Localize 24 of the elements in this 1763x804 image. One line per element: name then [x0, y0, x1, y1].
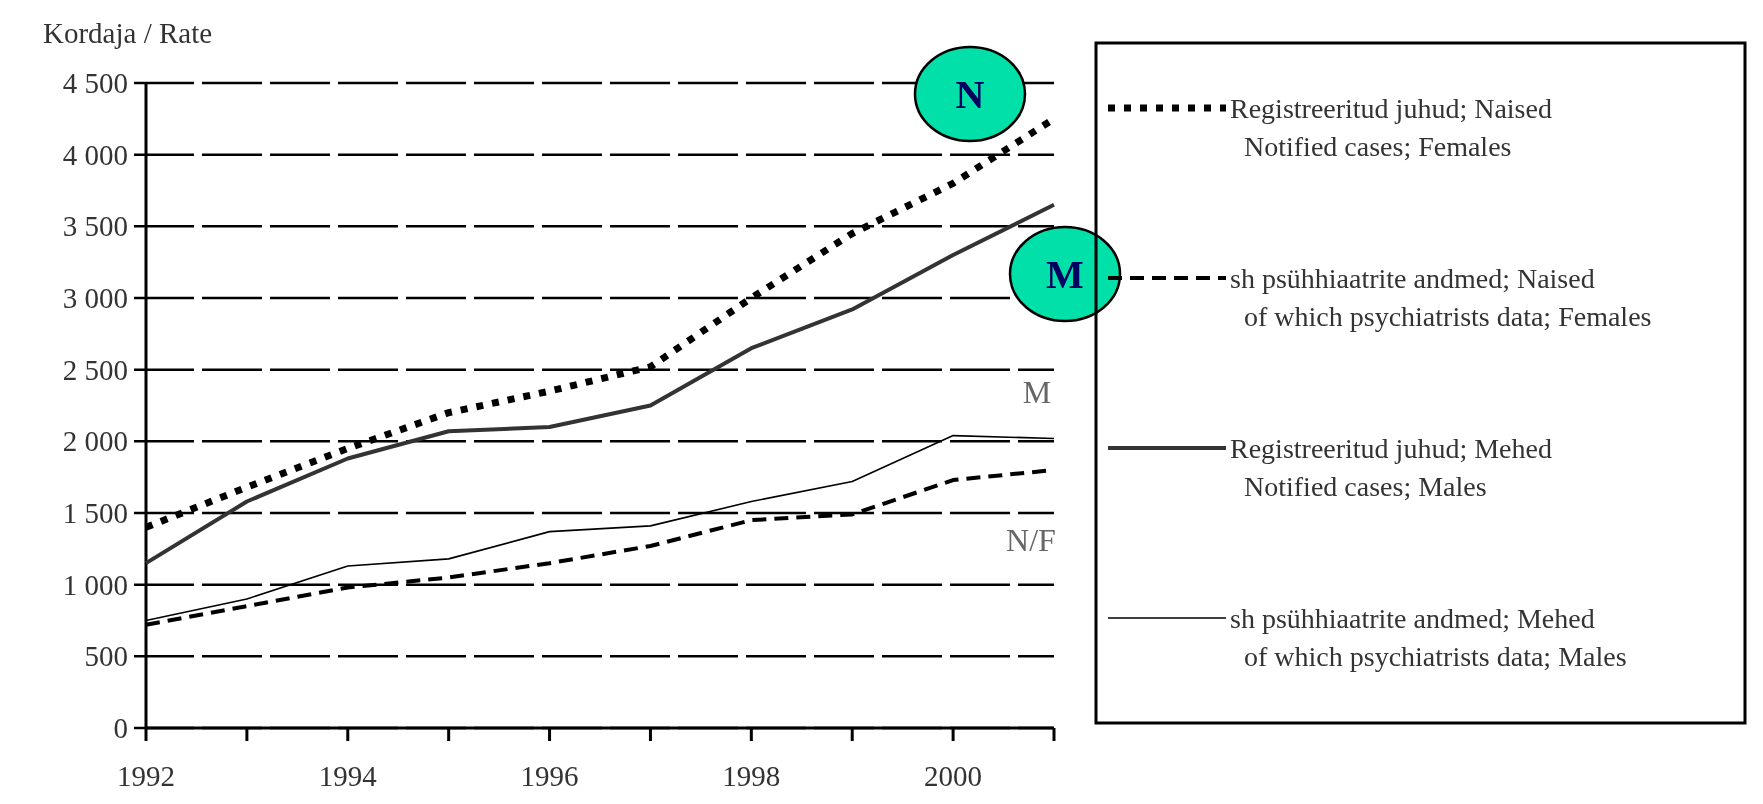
- annotation: N: [955, 72, 985, 117]
- x-tick-label: 1996: [520, 760, 579, 792]
- annotation: M: [1046, 252, 1084, 297]
- y-tick-label: 3 500: [62, 210, 128, 243]
- x-tick-label: 2000: [924, 760, 983, 792]
- y-tick-label: 4 500: [62, 67, 128, 100]
- x-tick-label: 1992: [117, 760, 175, 792]
- legend-label: sh psühhiaatrite andmed; Naised of which psychiatrists data; Females: [1230, 262, 1652, 332]
- y-tick-label: 0: [113, 712, 128, 745]
- y-tick-label: 2 000: [62, 425, 128, 458]
- legend-label: Registreeritud juhud; Naised Notified cases; Females: [1230, 92, 1552, 162]
- y-tick-label: 3 000: [62, 282, 128, 315]
- y-axis-title: Kordaja / Rate: [43, 17, 213, 49]
- y-tick-label: 4 000: [62, 138, 128, 171]
- y-tick-label: 2 500: [62, 353, 128, 386]
- y-tick-label: 1 000: [62, 568, 128, 601]
- y-tick-label: 1 500: [62, 497, 128, 530]
- annotation: M: [1022, 374, 1052, 411]
- legend-label: Registreeritud juhud; Mehed Notified cases; Males: [1230, 432, 1552, 502]
- x-tick-label: 1998: [722, 760, 781, 792]
- legend-label: sh psühhiaatrite andmed; Mehed of which psychiatrists data; Males: [1230, 602, 1627, 672]
- x-tick-label: 1994: [318, 760, 378, 792]
- y-tick-label: 500: [84, 640, 128, 673]
- annotation: N/F: [1006, 522, 1056, 559]
